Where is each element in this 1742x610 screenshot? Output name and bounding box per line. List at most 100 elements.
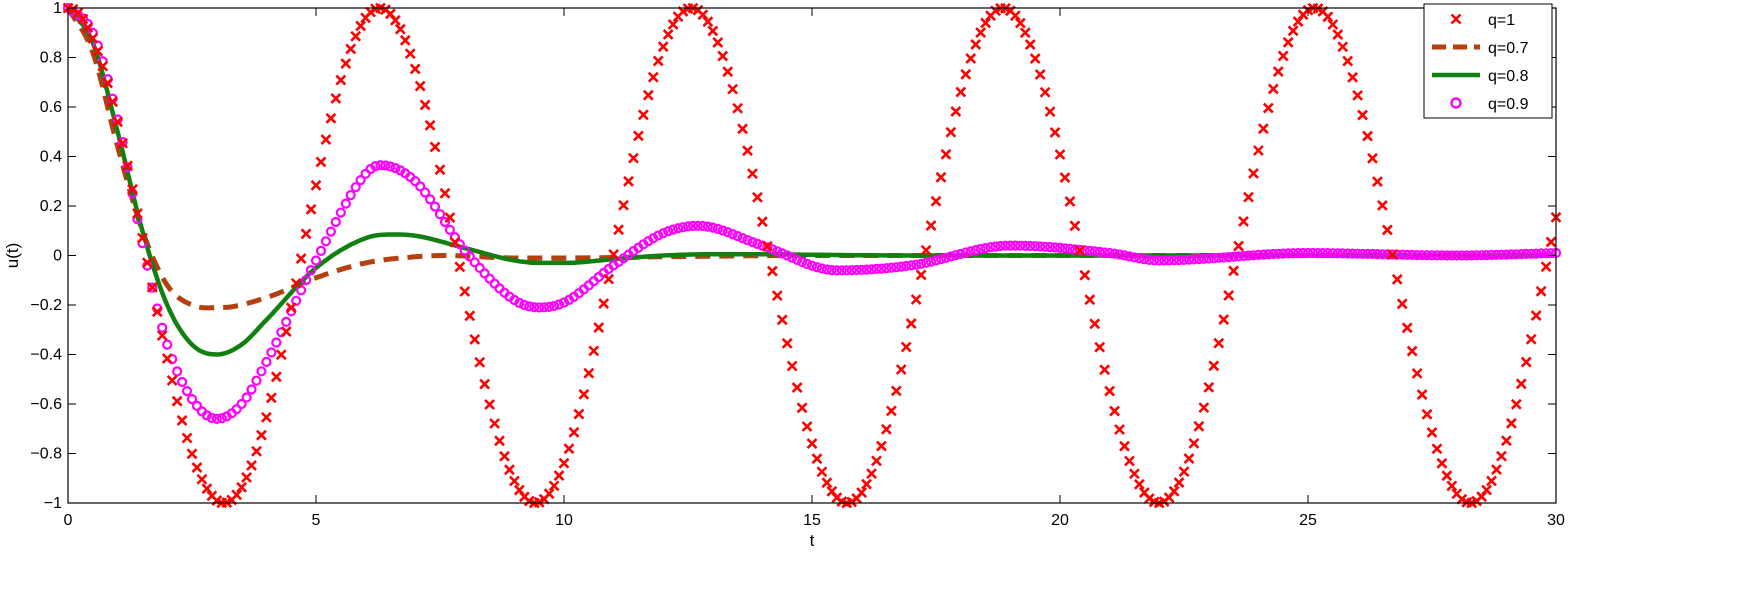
- series-q09-point: [1263, 249, 1274, 260]
- series-q1-point: [821, 477, 833, 489]
- x-tick-label: 5: [312, 512, 321, 529]
- series-q1-point: [404, 48, 416, 60]
- series-q09-point: [1367, 248, 1378, 260]
- series-q1-point: [310, 179, 322, 191]
- series-q09-point: [236, 398, 247, 410]
- series-q09-point: [1421, 250, 1433, 261]
- series-q09-markers: [62, 2, 1562, 424]
- series-q1-point: [707, 25, 719, 37]
- series-q1-point: [910, 294, 922, 305]
- series-q1-point: [1079, 269, 1091, 281]
- series-q1-point: [712, 36, 724, 48]
- series-q09-point: [995, 240, 1006, 252]
- series-q1-point: [246, 459, 257, 471]
- series-q1-point: [935, 171, 947, 183]
- series-q1-point: [1446, 480, 1458, 492]
- series-q09-point: [1154, 255, 1165, 266]
- series-q09-point: [1193, 254, 1205, 265]
- y-axis-label: u(t): [3, 243, 22, 269]
- y-tick-label: −0.2: [30, 297, 62, 314]
- series-q1-point: [1406, 345, 1418, 357]
- series-q1-point: [563, 443, 575, 455]
- series-q1-point: [1203, 381, 1215, 393]
- series-q1-point: [1515, 378, 1527, 390]
- series-q1-point: [876, 440, 887, 452]
- series-q1-point: [1545, 236, 1557, 248]
- series-q1-point: [1416, 389, 1428, 400]
- series-q1-point: [112, 116, 124, 128]
- series-q1-point: [260, 411, 272, 423]
- series-q1-point: [960, 68, 972, 80]
- series-q1-point: [265, 392, 277, 404]
- series-q1-point: [181, 432, 193, 444]
- series-q1-point: [766, 265, 778, 277]
- series-q1-point: [623, 175, 634, 187]
- series-q09-point: [1446, 250, 1457, 261]
- series-q1-point: [1173, 477, 1185, 489]
- series-q1-point: [632, 130, 644, 142]
- series-q1-point: [186, 448, 198, 460]
- legend-box: [1423, 3, 1553, 119]
- series-q1-point: [920, 244, 932, 256]
- series-q09-point: [1506, 249, 1517, 260]
- series-q09-point: [915, 258, 927, 269]
- series-q1-point: [1252, 145, 1264, 156]
- series-q1-point: [1223, 289, 1235, 301]
- series-q1-point: [444, 212, 456, 223]
- series-q09-point: [672, 223, 684, 234]
- series-q09-point: [950, 250, 961, 261]
- series-q09-point: [1461, 250, 1472, 261]
- series-q09-point: [1243, 250, 1254, 261]
- series-q09-point: [653, 230, 664, 241]
- series-q09-point: [1268, 248, 1279, 260]
- series-q1-point: [945, 126, 957, 138]
- series-q1-point: [1372, 176, 1383, 187]
- chart-curves: [62, 2, 1562, 509]
- series-q09-point: [1307, 247, 1319, 259]
- series-q1-point: [722, 66, 734, 78]
- series-q09-point: [420, 187, 431, 198]
- series-q1-point: [1233, 240, 1244, 252]
- series-q1-point: [305, 203, 317, 215]
- series-q1-point: [340, 58, 352, 69]
- series-q09-point: [667, 224, 679, 235]
- series-q09-point: [806, 260, 818, 271]
- series-q1-point: [667, 19, 679, 30]
- series-q1-point: [315, 156, 327, 168]
- series-q09-point: [281, 316, 292, 327]
- series-q09-point: [1441, 250, 1453, 261]
- series-q09-point: [1168, 255, 1180, 266]
- series-q1-point: [915, 269, 927, 281]
- series-q1-point: [1332, 29, 1344, 40]
- series-q09-point: [1466, 250, 1477, 261]
- series-q09-point: [1074, 244, 1085, 255]
- y-tick-label: −0.4: [30, 347, 62, 364]
- series-q09-point: [1362, 248, 1373, 259]
- series-q09-point: [1238, 250, 1249, 262]
- series-q09-point: [390, 163, 401, 174]
- series-q1-point: [122, 160, 133, 172]
- series-q1-point: [504, 464, 515, 476]
- series-q09-point: [534, 302, 545, 313]
- series-q09-point: [335, 207, 346, 218]
- series-q1-point: [866, 468, 877, 480]
- series-q1-point: [895, 364, 907, 375]
- series-q09-point: [553, 299, 565, 310]
- series-q1-point: [1481, 484, 1492, 496]
- legend-marker: [1450, 13, 1462, 25]
- series-q1-point: [1500, 435, 1512, 447]
- series-q08-line: [66, 6, 1556, 357]
- series-q09-point: [1099, 247, 1110, 258]
- series-q1-point: [92, 45, 104, 57]
- series-q1-point: [459, 286, 471, 297]
- series-q09-point: [1283, 248, 1294, 259]
- series-q09-point: [172, 366, 183, 377]
- series-q1-point: [697, 9, 709, 21]
- series-q1-point: [161, 353, 173, 364]
- series-q1-point: [295, 253, 307, 264]
- series-q09-point: [687, 220, 699, 231]
- series-q09-point: [787, 252, 798, 263]
- x-tick-label: 25: [1299, 512, 1317, 529]
- series-q1-point: [1510, 398, 1522, 410]
- series-q09-point: [425, 194, 436, 205]
